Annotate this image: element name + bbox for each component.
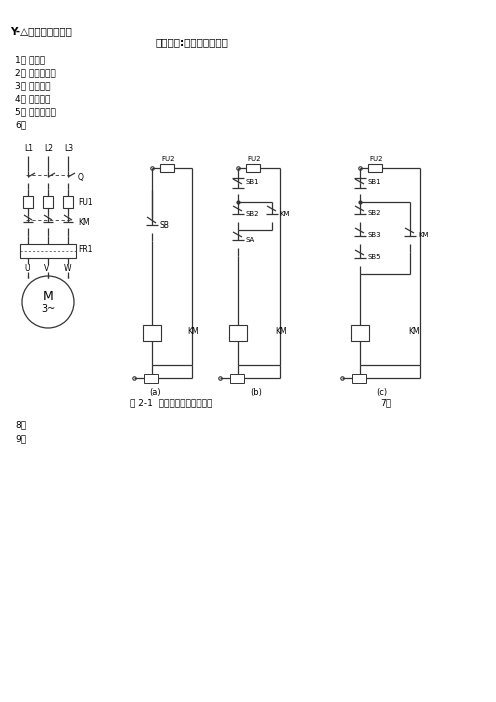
Bar <box>143 325 161 341</box>
Bar <box>144 374 158 383</box>
Text: SB1: SB1 <box>368 179 381 185</box>
Text: SB3: SB3 <box>367 232 380 238</box>
Text: KM: KM <box>275 327 287 336</box>
Text: 1、 按鈕：: 1、 按鈕： <box>15 55 45 64</box>
Bar <box>351 325 369 341</box>
Text: 9、: 9、 <box>15 434 26 443</box>
Text: L1: L1 <box>24 144 33 153</box>
Text: SB: SB <box>159 221 169 230</box>
Text: (a): (a) <box>149 388 161 397</box>
Bar <box>63 196 73 208</box>
Text: FU2: FU2 <box>247 156 260 162</box>
Text: 8、: 8、 <box>15 420 26 429</box>
Text: 第一部分:电气控制图基础: 第一部分:电气控制图基础 <box>155 37 228 47</box>
Text: 3~: 3~ <box>41 304 55 314</box>
Text: W: W <box>64 264 71 273</box>
Text: SA: SA <box>245 237 254 243</box>
Text: 7、: 7、 <box>380 398 391 407</box>
Bar <box>246 164 260 172</box>
Text: FU1: FU1 <box>78 198 93 207</box>
Text: KM: KM <box>418 232 429 238</box>
Text: FR1: FR1 <box>78 245 92 254</box>
Text: KM: KM <box>78 218 90 227</box>
Bar <box>160 164 174 172</box>
Text: L3: L3 <box>64 144 73 153</box>
Text: 6、: 6、 <box>15 120 26 129</box>
Text: KM: KM <box>187 327 198 336</box>
Bar <box>368 164 382 172</box>
Text: 3、 接触器：: 3、 接触器： <box>15 81 51 90</box>
Bar <box>229 325 247 341</box>
Text: Y-△降压启动线路图: Y-△降压启动线路图 <box>10 26 72 36</box>
Text: SB1: SB1 <box>246 179 259 185</box>
Text: 5、 热继电器：: 5、 热继电器： <box>15 107 56 116</box>
Text: Q: Q <box>78 173 84 182</box>
Bar <box>352 374 366 383</box>
Text: 图 2-1  电动机连续运行控制图: 图 2-1 电动机连续运行控制图 <box>130 398 212 407</box>
Bar <box>20 244 76 258</box>
Text: FU2: FU2 <box>161 156 175 162</box>
Text: KM: KM <box>279 211 290 217</box>
Text: SB5: SB5 <box>367 254 380 260</box>
Bar <box>23 196 33 208</box>
Text: (b): (b) <box>250 388 262 397</box>
Bar <box>43 196 53 208</box>
Text: U: U <box>24 264 29 273</box>
Text: FU2: FU2 <box>369 156 382 162</box>
Text: SB2: SB2 <box>245 211 258 217</box>
Bar <box>230 374 244 383</box>
Text: (c): (c) <box>376 388 387 397</box>
Text: 4、 继电器：: 4、 继电器： <box>15 94 51 103</box>
Text: M: M <box>43 291 54 303</box>
Text: 2、 行程开关：: 2、 行程开关： <box>15 68 56 77</box>
Text: L2: L2 <box>44 144 53 153</box>
Text: KM: KM <box>408 327 420 336</box>
Text: V: V <box>44 264 49 273</box>
Text: SB2: SB2 <box>367 210 380 216</box>
